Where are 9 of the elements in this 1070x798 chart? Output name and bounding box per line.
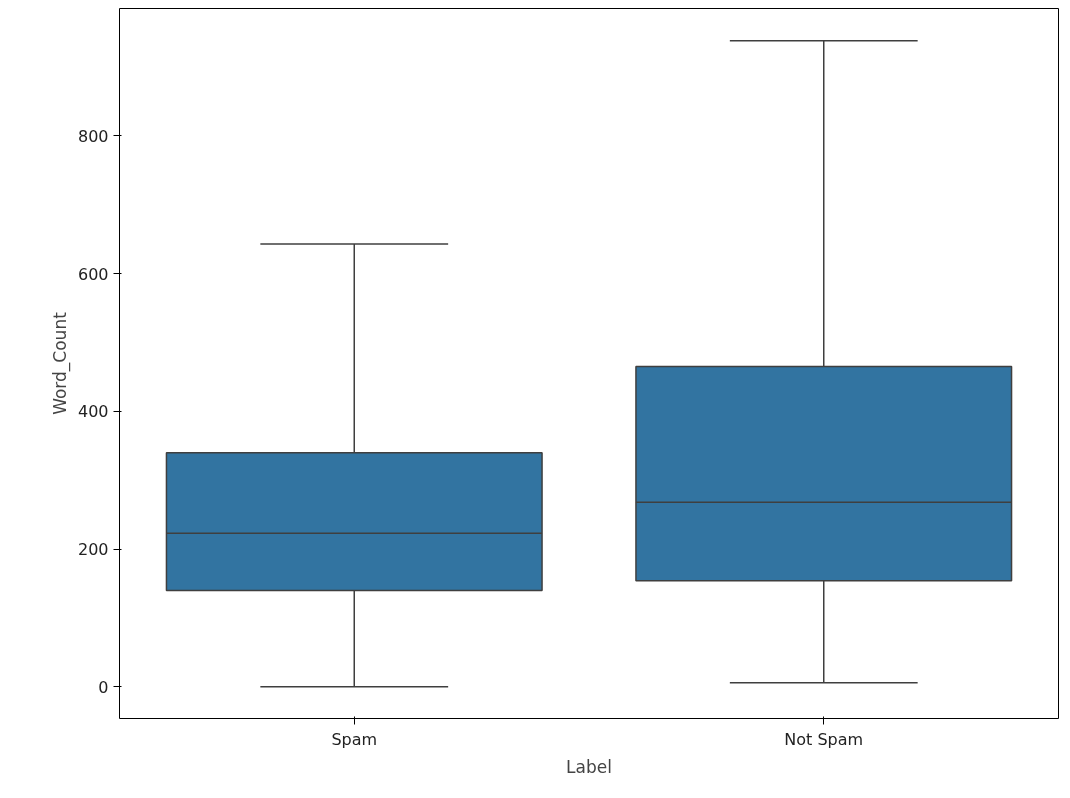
y-tick-label: 200 bbox=[77, 540, 109, 560]
x-axis-title: Label bbox=[566, 756, 612, 777]
y-tick-label: 0 bbox=[98, 677, 109, 697]
y-tick-label: 600 bbox=[77, 264, 109, 284]
y-axis-title: Word_Count bbox=[49, 311, 71, 415]
y-tick-label: 400 bbox=[77, 402, 109, 422]
y-tick-label: 800 bbox=[77, 126, 109, 146]
x-tick-label: Not Spam bbox=[784, 729, 864, 749]
x-tick-label: Spam bbox=[331, 729, 378, 749]
